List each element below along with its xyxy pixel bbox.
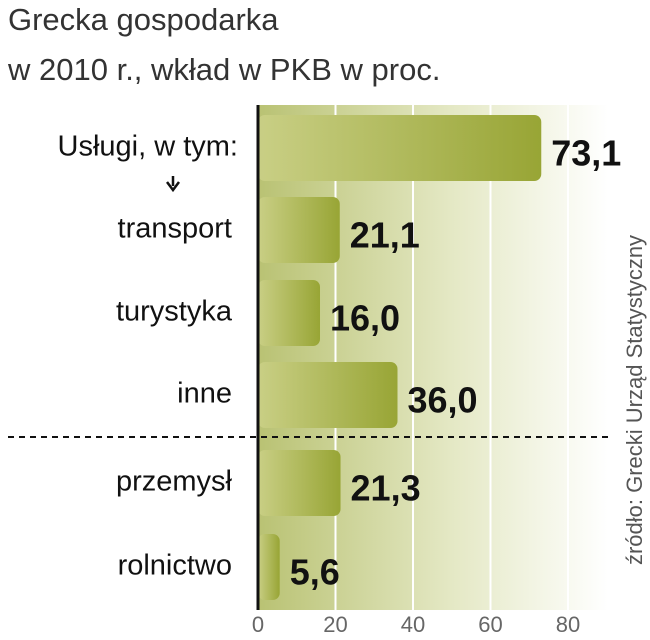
x-tick-label: 80 <box>556 612 580 637</box>
bar <box>258 197 340 263</box>
bar <box>258 450 341 516</box>
category-label: rolnictwo <box>118 550 232 582</box>
arrow <box>166 176 180 193</box>
value-label: 21,1 <box>350 215 420 256</box>
bar <box>258 534 280 600</box>
value-label: 36,0 <box>408 380 478 421</box>
chart-subtitle: w 2010 r., wkład w PKB w proc. <box>7 52 440 87</box>
plot-background <box>258 105 608 610</box>
category-label: inne <box>177 378 232 410</box>
x-tick-label: 40 <box>401 612 425 637</box>
value-label: 21,3 <box>351 468 421 509</box>
category-label: przemysł <box>116 466 233 498</box>
value-label: 73,1 <box>551 133 621 174</box>
bar <box>258 115 542 181</box>
category-label: Usługi, w tym: <box>58 131 238 163</box>
bar <box>258 362 398 428</box>
value-label: 16,0 <box>330 298 400 339</box>
category-label: turystyka <box>116 296 233 328</box>
value-label: 5,6 <box>290 552 340 593</box>
x-tick-label: 20 <box>323 612 347 637</box>
x-tick-label: 0 <box>252 612 264 637</box>
bar <box>258 280 320 346</box>
chart-title: Grecka gospodarka <box>8 2 279 37</box>
category-label: transport <box>118 213 232 245</box>
source: źródło: Grecki Urząd Statystyczny <box>622 235 647 565</box>
x-tick-label: 60 <box>478 612 502 637</box>
